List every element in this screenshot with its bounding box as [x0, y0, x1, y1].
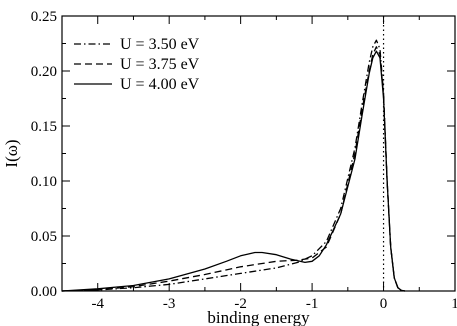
ticks-layer: -4 -3 -2 -1 0 1 0.00 0.05 0.10 0.15 0.20 0.25	[31, 9, 457, 312]
y-tick-label: 0.00	[31, 284, 57, 300]
series-line-3	[61, 50, 406, 292]
x-tick-label: -4	[91, 296, 104, 312]
y-tick-label: 0.20	[31, 64, 57, 80]
y-tick-label: 0.25	[31, 9, 57, 25]
legend-label-1: U = 3.50 eV	[120, 36, 200, 53]
legend: U = 3.50 eV U = 3.75 eV U = 4.00 eV	[74, 36, 200, 93]
y-axis-label: I(ω)	[2, 139, 21, 167]
y-tick-label: 0.15	[31, 119, 57, 135]
x-tick-label: 0	[380, 296, 388, 312]
series-line-2	[61, 46, 406, 292]
x-tick-label: 1	[451, 296, 457, 312]
series-line-1	[61, 39, 406, 292]
legend-label-3: U = 4.00 eV	[120, 76, 200, 93]
y-tick-label: 0.10	[31, 174, 57, 190]
x-tick-label: -2	[234, 296, 247, 312]
x-axis-label: binding energy	[207, 308, 310, 326]
series-layer	[61, 39, 406, 292]
x-tick-label: -3	[163, 296, 176, 312]
x-tick-label: -1	[306, 296, 319, 312]
y-tick-label: 0.05	[31, 229, 57, 245]
legend-label-2: U = 3.75 eV	[120, 56, 200, 73]
